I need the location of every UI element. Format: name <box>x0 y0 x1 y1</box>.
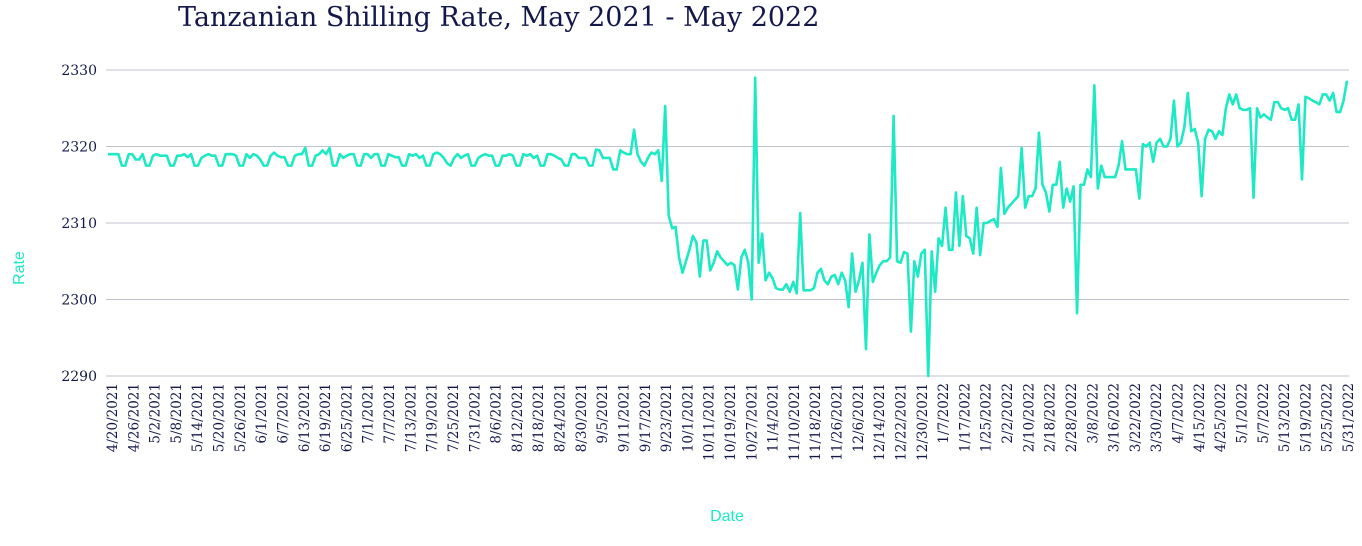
x-tick-label: 5/8/2021 <box>169 383 185 444</box>
y-tick-label: 2320 <box>61 140 97 156</box>
x-tick-label: 9/5/2021 <box>595 383 611 444</box>
x-axis-ticks: 4/20/2021 4/26/2021 5/2/2021 5/8/2021 5/14/2… <box>105 383 1357 461</box>
x-tick-label: 10/19/2021 <box>723 383 739 461</box>
chart-title: Tanzanian Shilling Rate, May 2021 - May … <box>178 2 820 33</box>
x-tick-label: 8/6/2021 <box>489 383 505 444</box>
x-tick-label: 1/7/2022 <box>936 383 952 444</box>
x-tick-label: 5/13/2022 <box>1277 383 1293 452</box>
x-tick-label: 6/13/2021 <box>297 383 313 452</box>
x-tick-label: 9/17/2021 <box>638 383 654 452</box>
x-tick-label: 5/2/2021 <box>148 383 164 444</box>
x-tick-label: 8/18/2021 <box>531 383 547 452</box>
x-tick-label: 5/20/2021 <box>212 383 228 452</box>
x-tick-label: 8/24/2021 <box>553 383 569 452</box>
x-tick-label: 4/26/2021 <box>126 383 142 452</box>
x-tick-label: 3/8/2022 <box>1085 383 1101 444</box>
x-tick-label: 10/11/2021 <box>702 383 718 461</box>
x-tick-label: 4/15/2022 <box>1192 383 1208 452</box>
x-tick-label: 4/20/2021 <box>105 383 121 452</box>
x-tick-label: 8/30/2021 <box>574 383 590 452</box>
x-tick-label: 9/11/2021 <box>616 383 632 452</box>
x-tick-label: 3/16/2022 <box>1107 383 1123 452</box>
x-tick-label: 1/25/2022 <box>979 383 995 452</box>
x-tick-label: 3/22/2022 <box>1128 383 1144 452</box>
x-tick-label: 4/25/2022 <box>1213 383 1229 452</box>
x-tick-label: 8/12/2021 <box>510 383 526 452</box>
x-tick-label: 7/13/2021 <box>403 383 419 452</box>
gridlines <box>106 69 1349 377</box>
x-tick-label: 7/25/2021 <box>446 383 462 452</box>
y-axis-label: Rate <box>11 251 28 285</box>
x-tick-label: 2/28/2022 <box>1064 383 1080 452</box>
x-tick-label: 4/7/2022 <box>1171 383 1187 444</box>
x-axis-label: Date <box>710 508 744 525</box>
x-tick-label: 7/31/2021 <box>467 383 483 452</box>
x-tick-label: 6/25/2021 <box>339 383 355 452</box>
x-tick-label: 3/30/2022 <box>1149 383 1165 452</box>
x-tick-label: 7/19/2021 <box>425 383 441 452</box>
x-tick-label: 6/7/2021 <box>276 383 292 444</box>
y-tick-label: 2290 <box>61 369 97 385</box>
x-tick-label: 5/14/2021 <box>190 383 206 452</box>
x-tick-label: 2/10/2022 <box>1021 383 1037 452</box>
x-tick-label: 10/1/2021 <box>680 383 696 452</box>
x-tick-label: 11/10/2021 <box>787 383 803 461</box>
x-tick-label: 12/6/2021 <box>851 383 867 452</box>
x-tick-label: 7/7/2021 <box>382 383 398 444</box>
x-tick-label: 6/1/2021 <box>254 383 270 444</box>
x-tick-label: 5/1/2022 <box>1234 383 1250 444</box>
x-tick-label: 12/14/2021 <box>872 383 888 461</box>
x-tick-label: 1/17/2022 <box>957 383 973 452</box>
x-tick-label: 6/19/2021 <box>318 383 334 452</box>
x-tick-label: 5/25/2022 <box>1320 383 1336 452</box>
x-tick-label: 11/4/2021 <box>766 383 782 452</box>
x-tick-label: 7/1/2021 <box>361 383 377 444</box>
x-tick-label: 5/31/2022 <box>1341 383 1357 452</box>
x-tick-label: 2/18/2022 <box>1043 383 1059 452</box>
x-tick-label: 11/18/2021 <box>808 383 824 461</box>
y-tick-label: 2330 <box>61 63 97 79</box>
y-tick-label: 2300 <box>61 293 97 309</box>
x-tick-label: 12/22/2021 <box>894 383 910 461</box>
x-tick-label: 9/23/2021 <box>659 383 675 452</box>
x-tick-label: 5/7/2022 <box>1256 383 1272 444</box>
x-tick-label: 12/30/2021 <box>915 383 931 461</box>
x-tick-label: 2/2/2022 <box>1000 383 1016 444</box>
x-tick-label: 5/19/2022 <box>1298 383 1314 452</box>
x-tick-label: 11/26/2021 <box>830 383 846 461</box>
y-axis-ticks: 2290 2300 2310 2320 2330 <box>61 63 97 385</box>
series-line <box>108 76 1349 378</box>
y-tick-label: 2310 <box>61 216 97 232</box>
x-tick-label: 5/26/2021 <box>233 383 249 452</box>
x-tick-label: 10/27/2021 <box>744 383 760 461</box>
